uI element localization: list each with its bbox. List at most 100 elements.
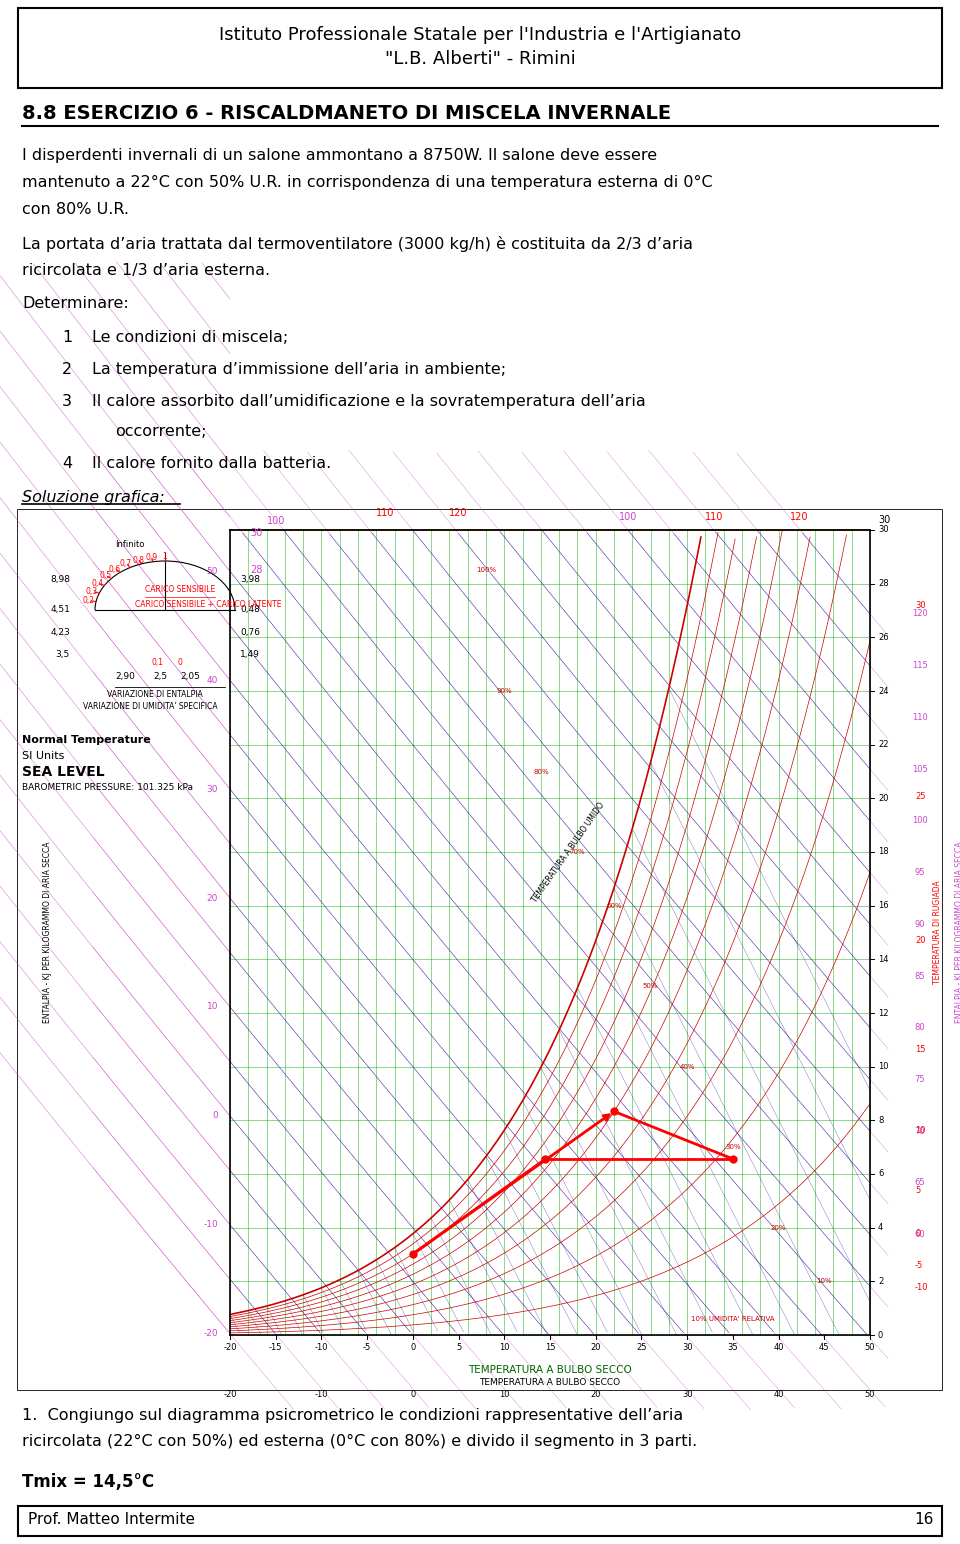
Text: 70%: 70% <box>569 849 586 855</box>
Text: Il calore fornito dalla batteria.: Il calore fornito dalla batteria. <box>92 455 331 471</box>
Text: ENTALPIA - KJ PER KILOGRAMMO DI ARIA SECCA: ENTALPIA - KJ PER KILOGRAMMO DI ARIA SEC… <box>955 841 960 1024</box>
Text: 3,98: 3,98 <box>240 574 260 584</box>
Text: 105: 105 <box>912 764 928 774</box>
Text: Le condizioni di miscela;: Le condizioni di miscela; <box>92 330 288 344</box>
Text: 90%: 90% <box>496 689 512 693</box>
Text: 2: 2 <box>878 1277 883 1286</box>
Text: 4: 4 <box>878 1223 883 1232</box>
Text: 12: 12 <box>878 1008 889 1017</box>
Text: 15: 15 <box>915 1045 925 1055</box>
Text: -10: -10 <box>915 1283 928 1292</box>
Text: 10: 10 <box>915 1126 925 1135</box>
Text: 4,23: 4,23 <box>50 628 70 638</box>
Text: 100: 100 <box>912 817 928 826</box>
Text: 0: 0 <box>915 1229 921 1238</box>
Text: 28: 28 <box>878 579 889 588</box>
Text: 45: 45 <box>819 1343 829 1353</box>
Text: La temperatura d’immissione dell’aria in ambiente;: La temperatura d’immissione dell’aria in… <box>92 361 506 377</box>
Text: TEMPERATURA A BULBO UMIDO: TEMPERATURA A BULBO UMIDO <box>530 800 607 903</box>
Text: 85: 85 <box>915 971 925 980</box>
Text: 30: 30 <box>250 528 262 537</box>
Text: 30: 30 <box>878 525 889 534</box>
Text: 10% UMIDITA' RELATIVA: 10% UMIDITA' RELATIVA <box>691 1315 775 1322</box>
Text: 0,76: 0,76 <box>240 628 260 638</box>
Text: 110: 110 <box>705 513 723 522</box>
Text: 25: 25 <box>636 1343 647 1353</box>
Text: 80%: 80% <box>533 769 549 775</box>
Text: 110: 110 <box>376 508 395 517</box>
Text: 65: 65 <box>915 1178 925 1187</box>
Text: Prof. Matteo Intermite: Prof. Matteo Intermite <box>28 1512 195 1527</box>
Text: 30: 30 <box>915 601 925 610</box>
Text: 8: 8 <box>878 1116 883 1126</box>
Text: 0,6: 0,6 <box>108 565 121 574</box>
Text: SEA LEVEL: SEA LEVEL <box>22 764 105 780</box>
Text: TEMPERATURA DI RUGIADA: TEMPERATURA DI RUGIADA <box>933 880 943 985</box>
Text: 15: 15 <box>544 1343 555 1353</box>
Text: 50%: 50% <box>643 984 659 990</box>
Text: 0,7: 0,7 <box>120 559 132 568</box>
Text: 30: 30 <box>682 1343 692 1353</box>
Text: 20%: 20% <box>771 1224 786 1231</box>
Text: 0,2: 0,2 <box>83 596 94 605</box>
Text: -10: -10 <box>204 1220 218 1229</box>
Text: 4: 4 <box>62 455 72 471</box>
Text: 40: 40 <box>774 1343 783 1353</box>
Text: Tmix = 14,5°C: Tmix = 14,5°C <box>22 1473 155 1492</box>
Text: 0: 0 <box>178 658 182 667</box>
Text: 0,5: 0,5 <box>99 571 111 581</box>
Text: 20: 20 <box>878 794 889 803</box>
Text: 115: 115 <box>912 661 928 670</box>
Text: I disperdenti invernali di un salone ammontano a 8750W. Il salone deve essere: I disperdenti invernali di un salone amm… <box>22 148 658 164</box>
Text: 14: 14 <box>878 954 889 963</box>
Text: 5: 5 <box>456 1343 461 1353</box>
Text: 0,8: 0,8 <box>132 556 144 565</box>
Text: 20: 20 <box>915 936 925 945</box>
Text: 30: 30 <box>206 784 218 794</box>
Text: 2: 2 <box>62 361 72 377</box>
Text: VARIAZIONE DI ENTALPIA: VARIAZIONE DI ENTALPIA <box>108 690 203 699</box>
Text: SI Units: SI Units <box>22 750 64 761</box>
Text: Normal Temperature: Normal Temperature <box>22 735 151 746</box>
Text: -15: -15 <box>269 1343 282 1353</box>
Text: 1: 1 <box>162 553 167 562</box>
Text: 0: 0 <box>212 1112 218 1121</box>
Text: ricircolata (22°C con 50%) ed esterna (0°C con 80%) e divido il segmento in 3 pa: ricircolata (22°C con 50%) ed esterna (0… <box>22 1434 697 1448</box>
Text: -5: -5 <box>363 1343 372 1353</box>
Text: 50: 50 <box>206 567 218 576</box>
Text: Soluzione grafica:: Soluzione grafica: <box>22 489 165 505</box>
Text: -20: -20 <box>204 1329 218 1339</box>
Text: -20: -20 <box>224 1343 237 1353</box>
Bar <box>18 8 942 88</box>
Text: 20: 20 <box>206 894 218 903</box>
Bar <box>18 510 942 1390</box>
Text: 0,48: 0,48 <box>240 605 260 615</box>
Bar <box>18 510 942 1390</box>
Text: 4,51: 4,51 <box>50 605 70 615</box>
Text: 0,9: 0,9 <box>145 553 157 562</box>
Text: con 80% U.R.: con 80% U.R. <box>22 202 129 218</box>
Text: ricircolata e 1/3 d’aria esterna.: ricircolata e 1/3 d’aria esterna. <box>22 262 270 278</box>
Text: 120: 120 <box>912 610 928 619</box>
Text: 70: 70 <box>915 1127 925 1136</box>
Text: 22: 22 <box>878 740 889 749</box>
Text: La portata d’aria trattata dal termoventilatore (3000 kg/h) è costituita da 2/3 : La portata d’aria trattata dal termovent… <box>22 236 693 252</box>
Text: -5: -5 <box>915 1261 924 1269</box>
Text: 35: 35 <box>728 1343 738 1353</box>
Text: TEMPERATURA A BULBO SECCO: TEMPERATURA A BULBO SECCO <box>468 1365 632 1376</box>
Text: Istituto Professionale Statale per l'Industria e l'Artigianato: Istituto Professionale Statale per l'Ind… <box>219 26 741 43</box>
Text: -10: -10 <box>315 1390 328 1399</box>
Text: 30: 30 <box>878 516 890 525</box>
Text: CARICO SENSIBILE + CARICO LATENTE: CARICO SENSIBILE + CARICO LATENTE <box>135 601 281 608</box>
Text: -20: -20 <box>224 1390 237 1399</box>
Text: 28: 28 <box>250 565 262 574</box>
Text: 10: 10 <box>499 1390 510 1399</box>
Text: 0,1: 0,1 <box>151 658 163 667</box>
Text: 110: 110 <box>912 713 928 723</box>
Text: "L.B. Alberti" - Rimini: "L.B. Alberti" - Rimini <box>385 49 575 68</box>
Text: 100: 100 <box>267 516 285 527</box>
Text: 40%: 40% <box>680 1064 695 1070</box>
Text: 8.8 ESERCIZIO 6 - RISCALDMANETO DI MISCELA INVERNALE: 8.8 ESERCIZIO 6 - RISCALDMANETO DI MISCE… <box>22 103 671 124</box>
Text: 3,5: 3,5 <box>56 650 70 659</box>
Text: TEMPERATURA A BULBO SECCO: TEMPERATURA A BULBO SECCO <box>479 1377 620 1387</box>
